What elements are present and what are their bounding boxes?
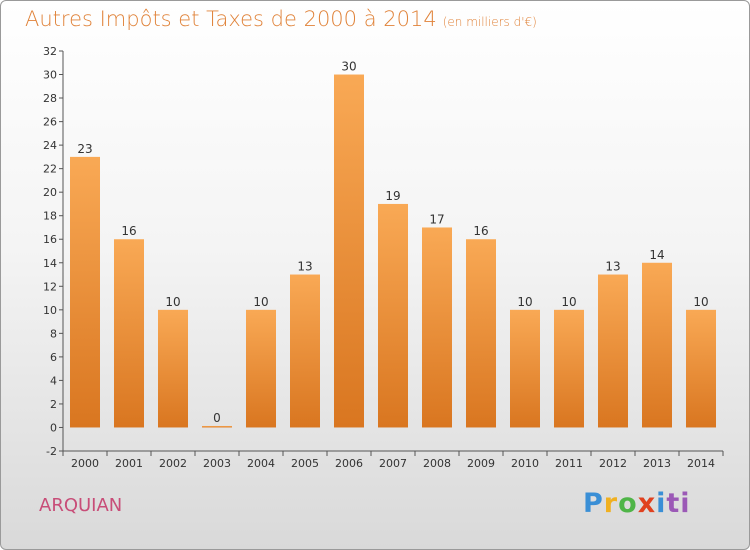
y-tick-label: 20: [43, 186, 57, 199]
y-tick-label: 4: [50, 374, 57, 387]
x-tick-label: 2005: [291, 457, 319, 470]
bar-value-label: 10: [517, 295, 532, 309]
bar-value-label: 30: [341, 60, 356, 74]
bar: [246, 309, 276, 428]
y-tick-label: 16: [43, 233, 57, 246]
bar-value-label: 14: [649, 248, 664, 262]
x-tick-label: 2011: [555, 457, 583, 470]
x-tick-label: 2010: [511, 457, 539, 470]
bar: [598, 274, 628, 428]
y-tick-label: 32: [43, 45, 57, 58]
bar-value-label: 10: [693, 295, 708, 309]
chart-title: Autres Impôts et Taxes de 2000 à 2014 (en…: [25, 7, 537, 31]
x-tick-label: 2008: [423, 457, 451, 470]
x-tick-label: 2009: [467, 457, 495, 470]
bar: [70, 156, 100, 428]
bar: [378, 203, 408, 428]
bar: [202, 425, 232, 428]
bar-value-label: 13: [297, 260, 312, 274]
chart-bars: [70, 74, 716, 428]
chart-unit: (en milliers d'€): [442, 15, 537, 29]
bar-value-label: 17: [429, 212, 444, 226]
proxiti-logo[interactable]: Proxiti: [583, 488, 691, 519]
bar-value-label: 10: [253, 295, 268, 309]
y-tick-label: 14: [43, 257, 57, 270]
chart-title-text: Autres Impôts et Taxes de 2000 à 2014: [25, 7, 437, 31]
y-tick-label: 0: [50, 421, 57, 434]
bar: [422, 227, 452, 428]
x-tick-label: 2013: [643, 457, 671, 470]
bar-value-label: 13: [605, 260, 620, 274]
x-tick-label: 2014: [687, 457, 715, 470]
bar-value-label: 0: [213, 411, 221, 425]
bar: [466, 239, 496, 428]
y-tick-label: 24: [43, 139, 57, 152]
x-tick-label: 2004: [247, 457, 275, 470]
bar: [290, 274, 320, 428]
bar: [510, 309, 540, 428]
y-tick-label: 2: [50, 398, 57, 411]
y-tick-label: 8: [50, 327, 57, 340]
x-tick-label: 2003: [203, 457, 231, 470]
y-tick-label: 26: [43, 116, 57, 129]
bar: [554, 309, 584, 428]
x-tick-label: 2002: [159, 457, 187, 470]
x-tick-label: 2000: [71, 457, 99, 470]
x-tick-label: 2006: [335, 457, 363, 470]
bar: [642, 262, 672, 428]
commune-name: ARQUIAN: [39, 495, 123, 516]
x-tick-label: 2012: [599, 457, 627, 470]
y-tick-label: 10: [43, 304, 57, 317]
y-tick-label: -2: [46, 445, 57, 458]
y-tick-label: 6: [50, 351, 57, 364]
x-tick-label: 2007: [379, 457, 407, 470]
bar-value-label: 19: [385, 189, 400, 203]
y-tick-label: 30: [43, 69, 57, 82]
bar-value-label: 10: [165, 295, 180, 309]
bar-value-label: 10: [561, 295, 576, 309]
y-tick-label: 28: [43, 92, 57, 105]
y-tick-label: 12: [43, 280, 57, 293]
chart-labels: 23 2000 16 2001 10 2002 0 2003 10 2004 13 2005 30 200…: [71, 60, 715, 470]
x-tick-label: 2001: [115, 457, 143, 470]
bar: [158, 309, 188, 428]
bar: [686, 309, 716, 428]
bar-value-label: 16: [473, 224, 488, 238]
bar-value-label: 16: [121, 224, 136, 238]
y-tick-label: 18: [43, 210, 57, 223]
bar-value-label: 23: [77, 142, 92, 156]
bar: [334, 74, 364, 428]
y-tick-label: 22: [43, 163, 57, 176]
bar: [114, 239, 144, 428]
